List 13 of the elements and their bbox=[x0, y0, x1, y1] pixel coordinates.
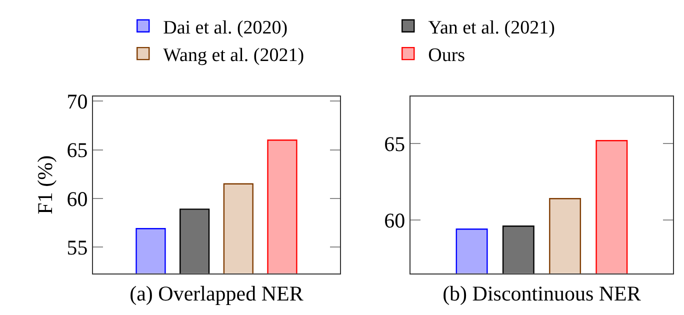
y-tick-label: 60 bbox=[384, 208, 406, 232]
y-tick-label: 60 bbox=[66, 186, 88, 211]
y-tick-label: 70 bbox=[66, 90, 88, 114]
y-tick-label: 65 bbox=[384, 132, 406, 156]
legend-label: Yan et al. (2021) bbox=[428, 17, 555, 38]
y-tick-label: 55 bbox=[66, 236, 88, 260]
y-tick-label: 65 bbox=[66, 138, 88, 162]
x-axis-title: (b) Discontinuous NER bbox=[442, 282, 641, 306]
legend-label: Ours bbox=[428, 44, 466, 66]
y-axis-title: F1 (%) bbox=[32, 155, 57, 214]
legend-label: Wang et al. (2021) bbox=[163, 44, 304, 66]
legend-label: Dai et al. (2020) bbox=[163, 17, 288, 38]
x-axis-title: (a) Overlapped NER bbox=[130, 282, 304, 306]
